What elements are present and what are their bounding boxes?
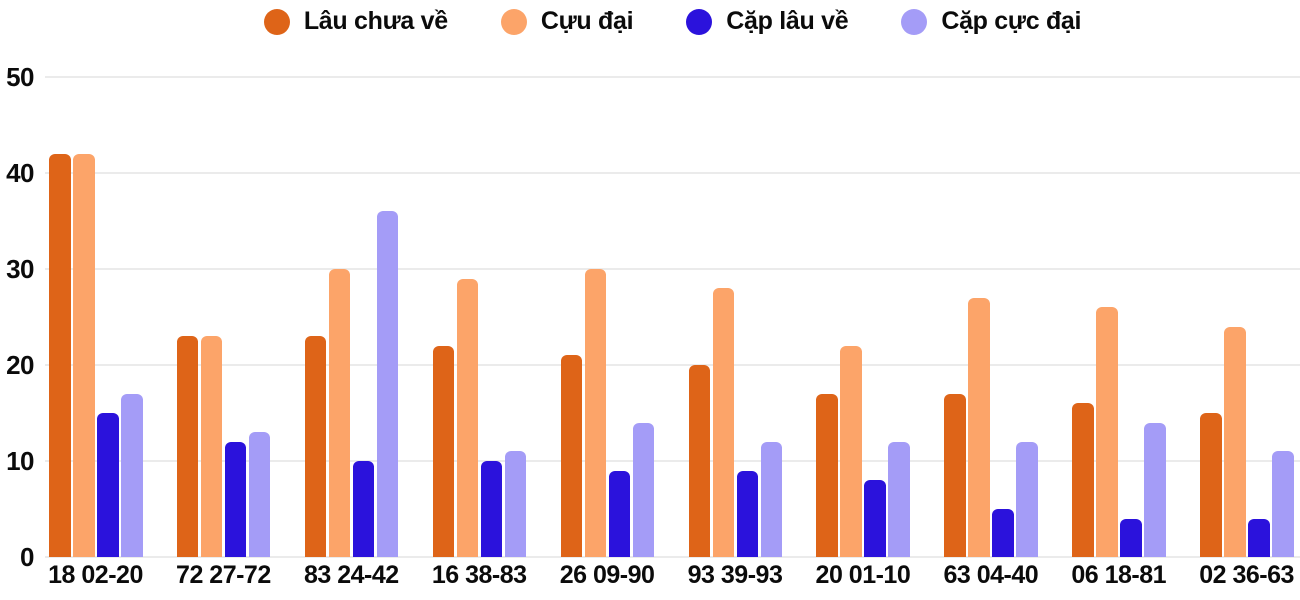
bar[interactable] <box>888 441 910 557</box>
legend-label: Lâu chưa về <box>303 7 448 35</box>
gridline-y30 <box>45 268 1300 270</box>
legend-label: Cựu đại <box>540 7 634 35</box>
bar[interactable] <box>1120 518 1142 557</box>
legend-swatch-circle-icon <box>686 8 713 35</box>
bar[interactable] <box>121 393 143 557</box>
gridline-y10 <box>45 460 1300 462</box>
gridline-y50 <box>45 76 1300 78</box>
legend-swatch-circle-icon <box>500 8 527 35</box>
x-axis-label: 72 27-72 <box>176 561 271 589</box>
bar-group <box>304 211 399 557</box>
bar[interactable] <box>328 269 351 557</box>
y-axis-tick-label: 50 <box>6 62 34 92</box>
bar[interactable] <box>760 441 782 557</box>
bar[interactable] <box>1224 326 1246 557</box>
bar[interactable] <box>608 470 631 557</box>
x-axis-label: 83 24-42 <box>303 561 399 589</box>
bar[interactable] <box>504 451 527 557</box>
bar[interactable] <box>712 288 734 557</box>
x-axis-label: 63 04-40 <box>943 561 1039 589</box>
y-axis-tick-label: 20 <box>6 350 34 380</box>
y-axis-tick-label: 30 <box>6 254 34 284</box>
bar[interactable] <box>1016 441 1038 557</box>
x-axis-label: 06 18-81 <box>1071 561 1167 589</box>
bar-group <box>176 336 271 557</box>
bar[interactable] <box>49 153 71 557</box>
gridline-y40 <box>45 172 1300 174</box>
bar-group <box>560 269 655 557</box>
y-axis-tick-label: 0 <box>20 542 34 572</box>
bar[interactable] <box>248 432 271 557</box>
bar[interactable] <box>432 345 455 557</box>
bar-group <box>816 345 910 557</box>
bar-group <box>49 153 143 557</box>
x-axis-label: 20 01-10 <box>815 561 911 589</box>
bar[interactable] <box>1272 451 1294 557</box>
x-axis-label: 18 02-20 <box>48 561 143 589</box>
bar[interactable] <box>864 480 886 557</box>
x-axis-label: 02 36-63 <box>1199 561 1294 589</box>
bar-group <box>432 278 527 557</box>
bar[interactable] <box>816 393 838 557</box>
legend-item[interactable]: Cặp lâu về <box>686 7 849 36</box>
bar[interactable] <box>840 345 862 557</box>
bar[interactable] <box>176 336 199 557</box>
bar[interactable] <box>480 461 503 557</box>
bar[interactable] <box>688 365 710 557</box>
bar[interactable] <box>944 393 966 557</box>
x-axis-label: 26 09-90 <box>559 561 655 589</box>
gridline-y20 <box>45 364 1300 366</box>
bar[interactable] <box>1096 307 1118 557</box>
bar[interactable] <box>456 278 479 557</box>
bar[interactable] <box>1248 518 1270 557</box>
legend-item[interactable]: Lâu chưa về <box>263 7 448 36</box>
bar[interactable] <box>1200 413 1222 557</box>
legend-swatch-circle-icon <box>901 8 928 35</box>
legend-label: Cặp cực đại <box>941 7 1082 35</box>
gridline-y0 <box>45 556 1300 558</box>
legend-item[interactable]: Cựu đại <box>500 7 634 36</box>
bar[interactable] <box>97 413 119 557</box>
x-axis-label: 93 39-93 <box>687 561 783 589</box>
bar[interactable] <box>376 211 399 557</box>
bar[interactable] <box>736 470 758 557</box>
y-axis-tick-label: 40 <box>6 158 34 188</box>
legend: Lâu chưa về Cựu đại Cặp lâu về Cặp cực đại <box>45 7 1300 36</box>
bar[interactable] <box>304 336 327 557</box>
bar-group <box>1072 307 1166 557</box>
bar[interactable] <box>224 441 247 557</box>
bar[interactable] <box>968 297 990 557</box>
bar[interactable] <box>560 355 583 557</box>
bar[interactable] <box>1144 422 1166 557</box>
bar[interactable] <box>584 269 607 557</box>
bar[interactable] <box>352 461 375 557</box>
bar-group <box>688 288 782 557</box>
bar-group <box>944 297 1038 557</box>
x-axis-label: 16 38-83 <box>431 561 527 589</box>
legend-item[interactable]: Cặp cực đại <box>901 7 1081 36</box>
y-axis-tick-label: 10 <box>6 446 34 476</box>
legend-swatch-circle-icon <box>263 8 290 35</box>
bar[interactable] <box>992 509 1014 557</box>
bar[interactable] <box>632 422 655 557</box>
bar[interactable] <box>1072 403 1094 557</box>
bar[interactable] <box>73 153 95 557</box>
legend-label: Cặp lâu về <box>726 7 849 35</box>
bar-group <box>1200 326 1294 557</box>
bar[interactable] <box>200 336 223 557</box>
